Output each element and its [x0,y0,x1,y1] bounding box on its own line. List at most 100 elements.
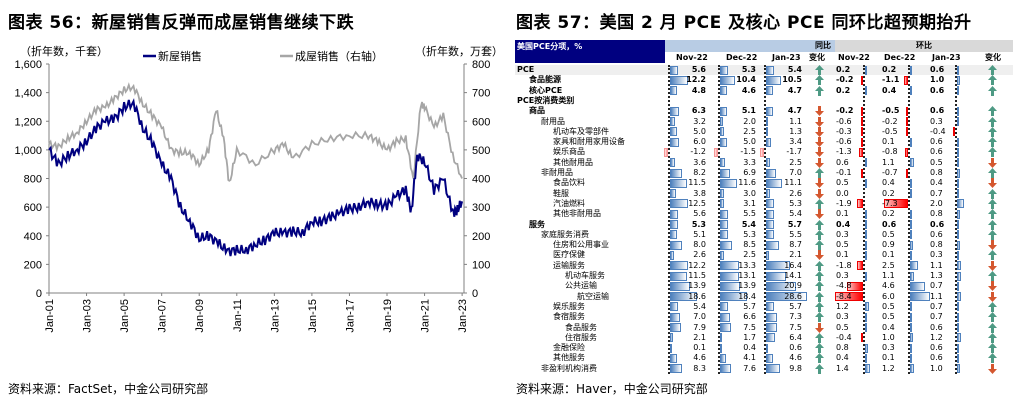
mom-bar [957,353,959,363]
mom-bar [957,117,959,126]
row-label: 家具和耐用家用设备 [553,137,625,147]
arrow-down-icon [988,260,998,271]
yoy-bar [720,86,727,96]
mom-bar [910,281,926,291]
arrow-down-icon [815,250,825,261]
yoy-value: 3.6 [693,157,706,167]
row-label: 运输服务 [553,260,585,270]
row-label: 金融保险 [553,343,585,353]
mom-value: -0.5 [882,106,900,116]
row-label: 食品饮料 [553,178,585,188]
mom-bar-negative [835,292,863,302]
mom-value: 0.6 [930,106,945,116]
row-label: 娱乐商品 [553,147,585,157]
yoy-bar [766,220,775,229]
y-tick-label-left: 1,000 [14,145,42,157]
arrow-up-icon [988,188,998,199]
mom-bar [910,261,919,271]
yoy-bar [766,127,768,137]
yoy-value: 2.6 [693,250,706,260]
left-source: 资料来源：FactSet，中金公司研究部 [8,382,209,396]
left-chart-title: 图表 56：新屋销售反弹而成屋销售继续下跌 [8,13,355,33]
yoy-value: 7.5 [789,322,802,332]
arrow-up-icon [988,85,998,96]
yoy-bar [670,189,676,199]
mom-value: 0.7 [930,312,943,322]
y-tick-label-right: 400 [472,174,490,186]
mom-bar [865,271,867,281]
mom-value: -0.4 [836,332,852,342]
yoy-bar [720,75,736,85]
yoy-value: 18.4 [738,291,756,301]
arrow-up-icon [815,85,825,96]
mom-value: 1.0 [930,75,945,85]
yoy-bar [720,240,733,250]
yoy-bar [766,333,776,343]
y-tick-label-left: 0 [36,288,42,300]
mom-value: 0.1 [836,209,849,219]
yoy-value: 3.4 [789,137,802,147]
mom-value: 0.8 [930,209,943,219]
yoy-value: 7.0 [789,168,802,177]
mom-bar [865,323,867,332]
mom-value: 1.2 [836,301,849,311]
mom-bar-negative [906,127,908,137]
yoy-bar [720,364,732,374]
yoy-value: 5.4 [693,301,706,311]
yoy-bar [670,65,679,75]
yoy-value: 1.3 [789,126,802,136]
mom-bar [865,364,870,374]
mom-bar [865,353,867,363]
yoy-value: 2.5 [743,250,756,260]
yoy-bar [670,312,681,322]
mom-value: 0.6 [836,157,849,167]
yoy-value: 12.5 [688,198,706,208]
mom-value: -0.1 [836,168,852,177]
row-label: PCE按消费类别 [517,95,575,105]
yoy-value: 5.3 [743,229,756,239]
arrow-down-icon [815,157,825,168]
header-change-mom: 变化 [985,53,1001,62]
yoy-bar [720,250,724,260]
mom-bar [957,106,959,116]
row-label: PCE [517,65,535,74]
row-label: 汽油燃料 [553,198,585,208]
x-tick-label: Jan-13 [269,299,281,333]
arrow-down-icon [815,209,825,220]
mom-bar [865,209,867,219]
arrow-up-icon [815,363,825,374]
yoy-value: 1.7 [743,332,756,342]
arrow-up-icon [815,301,825,312]
mom-bar [865,178,867,188]
mom-bar [910,312,912,322]
mom-bar-negative [861,75,863,85]
arrow-up-icon [988,332,998,343]
mom-value: -1.3 [836,147,852,157]
yoy-axis-line [718,65,720,374]
yoy-value: 7.3 [789,312,802,322]
mom-value: 0.6 [930,85,945,95]
yoy-value: 5.3 [789,198,802,208]
mom-bar [957,333,961,343]
y-tick-label-right: 200 [472,231,490,243]
yoy-bar [670,209,679,219]
mom-value: -0.4 [930,126,946,136]
yoy-bar [766,178,783,188]
mom-value: -0.2 [882,116,898,126]
row-label: 食品服务 [565,322,597,332]
yoy-bar [720,271,739,281]
arrow-up-icon [815,240,825,251]
yoy-bar [766,209,774,219]
arrow-up-icon [988,271,998,281]
yoy-bar [670,86,677,96]
yoy-value: 2.1 [789,250,802,260]
yoy-bar [670,137,679,147]
yoy-value: 10.5 [782,75,802,85]
mom-bar [957,147,959,157]
mom-bar [910,86,912,96]
mom-value: -0.5 [882,126,898,136]
mom-value: 0.9 [882,240,895,250]
mom-value: 0.6 [930,219,945,229]
mom-value: 0.5 [882,301,895,311]
y-tick-label-left: 200 [24,259,42,271]
